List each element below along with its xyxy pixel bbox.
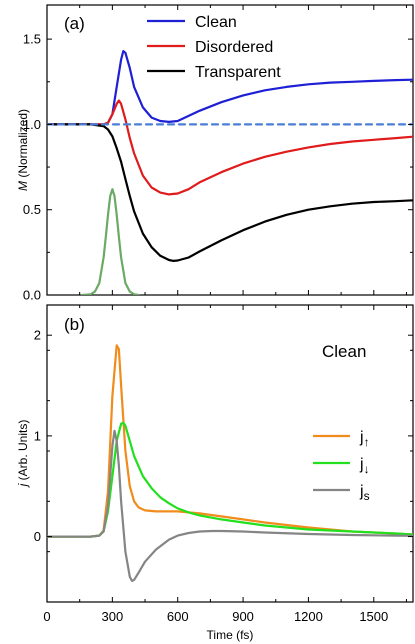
legend-label-transparent: Transparent — [195, 64, 281, 81]
legend-label-disordered: Disordered — [195, 39, 273, 56]
xtick-label-b-1: 300 — [102, 609, 124, 624]
panel-b-label: (b) — [64, 315, 85, 334]
panel-b: 0 1 2 0 300 600 900 1200 1500 (b) Clean j (Arb. … — [16, 304, 414, 642]
ytick-label-a-2: 1.0 — [23, 117, 41, 132]
series-line-b-0 — [47, 344, 413, 538]
series-line-a-1 — [47, 99, 413, 196]
ytick-label-a-1: 0.5 — [23, 202, 41, 217]
panel-b-frame — [46, 304, 414, 603]
panel-a-frame — [46, 4, 414, 296]
panel-a-legend: Clean Disordered Transparent — [147, 14, 281, 81]
panel-a-ylabel: M (Normalized) — [16, 109, 30, 191]
panel-b-series — [47, 344, 413, 583]
panel-b-ylabel: j (Arb. Units) — [16, 420, 30, 489]
panel-a-series — [47, 49, 413, 295]
ytick-label-b-0: 0 — [34, 529, 41, 544]
series-line-a-2 — [47, 123, 413, 262]
series-line-a-0 — [47, 49, 413, 126]
series-line-a-4 — [80, 188, 140, 295]
ytick-label-b-1: 1 — [34, 428, 41, 443]
legend-label-j-s: js — [359, 483, 370, 503]
xtick-label-b-3: 900 — [232, 609, 254, 624]
panel-b-xlabel: Time (fs) — [207, 628, 254, 642]
panel-b-annotation: Clean — [322, 342, 366, 361]
panel-b-legend: j↑ j↓ js — [313, 429, 370, 503]
xtick-label-b-4: 1200 — [294, 609, 323, 624]
panel-a-label: (a) — [64, 14, 85, 33]
ytick-label-a-0: 0.0 — [23, 288, 41, 303]
legend-label-j-down: j↓ — [359, 456, 370, 476]
series-line-b-2 — [47, 429, 413, 583]
series-line-b-1 — [47, 421, 413, 538]
panel-a: 0.0 0.5 1.0 1.5 (a) M (Normalized) Clean Di… — [16, 4, 414, 303]
xtick-label-b-5: 1500 — [359, 609, 388, 624]
legend-label-j-up: j↑ — [359, 429, 370, 449]
xtick-label-b-2: 600 — [167, 609, 189, 624]
ytick-label-b-2: 2 — [34, 328, 41, 343]
ytick-label-a-3: 1.5 — [23, 32, 41, 47]
legend-label-clean: Clean — [195, 14, 237, 31]
xtick-label-b-0: 0 — [43, 609, 50, 624]
